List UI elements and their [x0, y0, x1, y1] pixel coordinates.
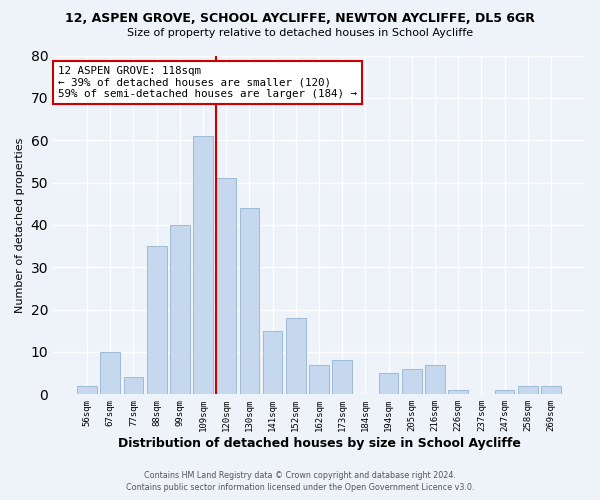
Text: Size of property relative to detached houses in School Aycliffe: Size of property relative to detached ho…	[127, 28, 473, 38]
Bar	[402, 369, 422, 394]
X-axis label: Distribution of detached houses by size in School Aycliffe: Distribution of detached houses by size …	[118, 437, 520, 450]
Bar	[100, 352, 120, 395]
Bar	[217, 178, 236, 394]
Bar	[541, 386, 561, 394]
Text: 12, ASPEN GROVE, SCHOOL AYCLIFFE, NEWTON AYCLIFFE, DL5 6GR: 12, ASPEN GROVE, SCHOOL AYCLIFFE, NEWTON…	[65, 12, 535, 26]
Bar	[518, 386, 538, 394]
Bar	[448, 390, 468, 394]
Bar	[425, 364, 445, 394]
Bar	[147, 246, 167, 394]
Bar	[309, 364, 329, 394]
Bar	[332, 360, 352, 394]
Bar	[286, 318, 305, 394]
Bar	[193, 136, 213, 394]
Text: Contains HM Land Registry data © Crown copyright and database right 2024.
Contai: Contains HM Land Registry data © Crown c…	[126, 471, 474, 492]
Bar	[379, 373, 398, 394]
Text: 12 ASPEN GROVE: 118sqm
← 39% of detached houses are smaller (120)
59% of semi-de: 12 ASPEN GROVE: 118sqm ← 39% of detached…	[58, 66, 358, 99]
Bar	[263, 331, 283, 394]
Y-axis label: Number of detached properties: Number of detached properties	[15, 137, 25, 312]
Bar	[124, 378, 143, 394]
Bar	[239, 208, 259, 394]
Bar	[495, 390, 514, 394]
Bar	[77, 386, 97, 394]
Bar	[170, 225, 190, 394]
